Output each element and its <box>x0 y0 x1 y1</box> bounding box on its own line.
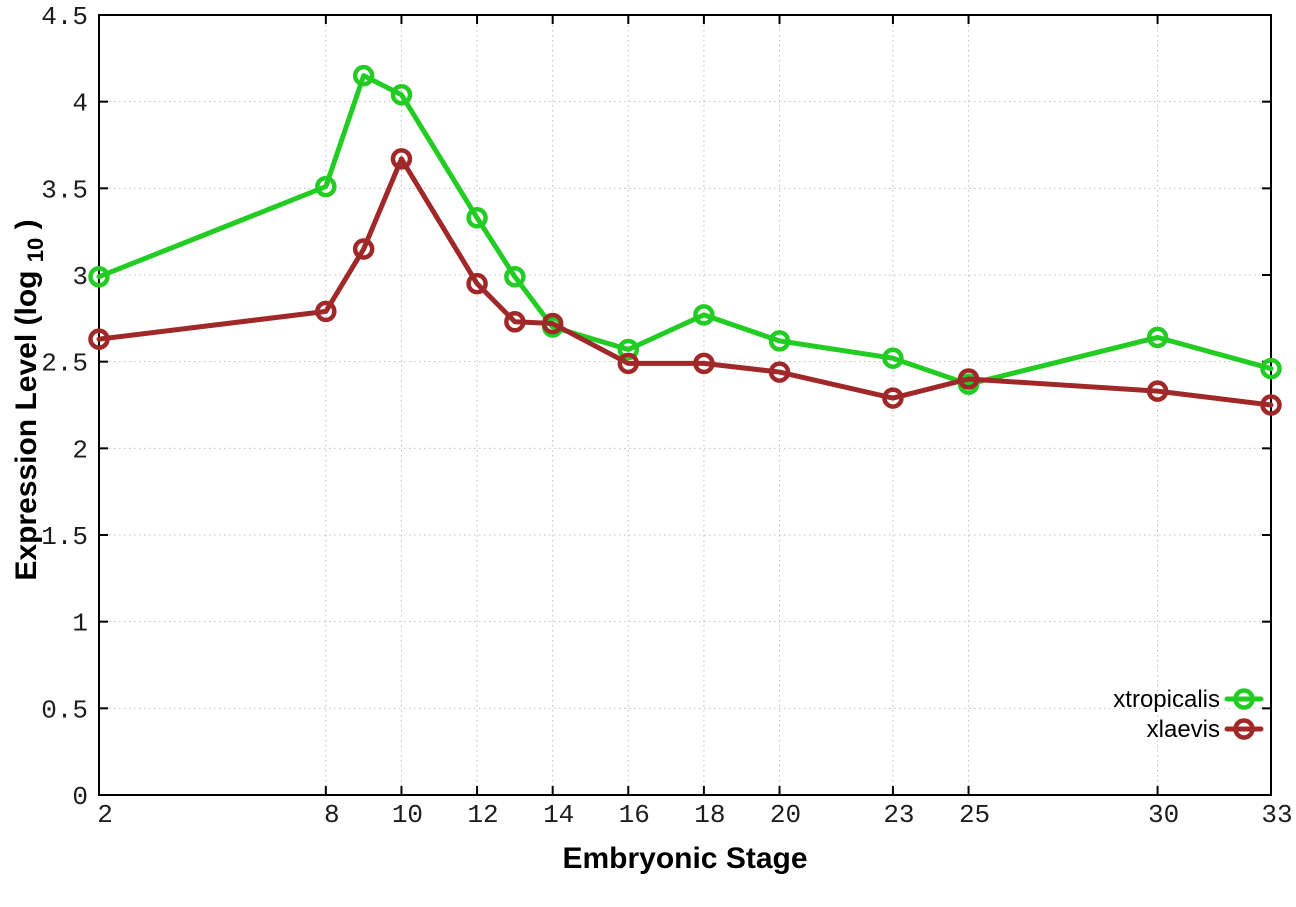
y-tick-label-3.5: 3.5 <box>41 175 88 205</box>
legend: xtropicalis xlaevis <box>1113 686 1264 743</box>
x-tick-label-14: 14 <box>543 800 574 830</box>
x-tick-label-2: 2 <box>97 800 113 830</box>
legend-marker-xlaevis <box>1233 718 1255 740</box>
data-point-xlaevis-stage-16 <box>617 352 640 375</box>
data-point-xlaevis-stage-33 <box>1260 394 1282 416</box>
data-point-xlaevis-stage-10 <box>390 148 413 170</box>
data-point-xtropicalis-stage-12 <box>466 207 488 229</box>
y-tick-label-4: 4 <box>72 89 88 119</box>
y-tick-label-0.5: 0.5 <box>41 695 88 725</box>
data-point-xlaevis-stage-8 <box>315 300 337 323</box>
data-point-xtropicalis-stage-23 <box>882 347 904 369</box>
data-point-xlaevis-stage-9 <box>352 238 375 260</box>
x-tick-label-20: 20 <box>770 800 801 830</box>
data-point-xlaevis-stage-18 <box>693 352 715 375</box>
gridlines <box>98 14 1272 796</box>
data-point-xlaevis-stage-12 <box>466 272 488 295</box>
y-axis-label-subscript: 10 <box>23 238 48 262</box>
data-point-xtropicalis-stage-30 <box>1146 326 1169 349</box>
series-line-xtropicalis <box>96 73 1274 387</box>
y-tick-label-2: 2 <box>72 435 88 465</box>
x-tick-label-12: 12 <box>467 800 498 830</box>
data-point-xtropicalis-stage-8 <box>315 175 337 198</box>
data-point-xlaevis-stage-14 <box>541 312 564 335</box>
data-point-xtropicalis-stage-13 <box>504 265 526 288</box>
x-tick-label-16: 16 <box>619 800 650 830</box>
x-tick-label-8: 8 <box>324 800 340 830</box>
x-tick-labels: 2 8 10 12 14 16 18 20 23 25 30 33 <box>97 800 1292 830</box>
data-point-xlaevis-stage-25 <box>957 368 980 390</box>
x-tick-label-30: 30 <box>1148 800 1179 830</box>
legend-marker-xtropicalis <box>1233 688 1255 710</box>
y-tick-label-1.5: 1.5 <box>41 522 88 552</box>
data-point-xlaevis-stage-20 <box>768 361 791 383</box>
y-tick-label-0: 0 <box>72 782 88 812</box>
y-tick-label-4.5: 4.5 <box>41 2 88 32</box>
data-point-xlaevis-stage-13 <box>504 311 526 333</box>
data-point-xlaevis-stage-2 <box>88 328 110 350</box>
data-point-xtropicalis-stage-10 <box>390 83 413 106</box>
x-tick-label-10: 10 <box>392 800 423 830</box>
plot-border <box>98 14 1272 796</box>
y-tick-label-3: 3 <box>72 262 88 292</box>
x-tick-label-33: 33 <box>1261 800 1292 830</box>
data-point-xlaevis-stage-30 <box>1146 380 1169 402</box>
x-axis-label: Embryonic Stage <box>562 842 807 875</box>
data-point-xlaevis-stage-23 <box>882 387 904 409</box>
series-markers-xtropicalis <box>88 64 1282 395</box>
x-tick-label-18: 18 <box>694 800 725 830</box>
y-axis-label-suffix: ) <box>10 219 43 229</box>
y-tick-labels: 0 0.5 1 1.5 2 2.5 3 3.5 4 4.5 <box>41 2 88 812</box>
y-axis-label-main: Expression Level (log <box>10 271 43 581</box>
legend-label-xlaevis: xlaevis <box>1147 716 1220 743</box>
legend-label-xtropicalis: xtropicalis <box>1113 686 1220 713</box>
data-point-xtropicalis-stage-33 <box>1260 357 1282 380</box>
axis-ticks <box>98 14 1272 796</box>
y-tick-label-2.5: 2.5 <box>41 349 88 379</box>
series-markers-xlaevis <box>88 148 1282 416</box>
series-line-xlaevis <box>96 156 1274 408</box>
data-point-xtropicalis-stage-2 <box>88 265 110 288</box>
y-axis-label: Expression Level (log 10 ) <box>10 219 50 580</box>
data-series <box>88 64 1282 416</box>
data-point-xtropicalis-stage-16 <box>617 338 640 361</box>
data-point-xtropicalis-stage-18 <box>693 304 715 326</box>
x-tick-label-23: 23 <box>883 800 914 830</box>
data-point-xtropicalis-stage-20 <box>768 330 791 352</box>
data-point-xtropicalis-stage-9 <box>352 64 375 87</box>
x-tick-label-25: 25 <box>959 800 990 830</box>
y-tick-label-1: 1 <box>72 609 88 639</box>
